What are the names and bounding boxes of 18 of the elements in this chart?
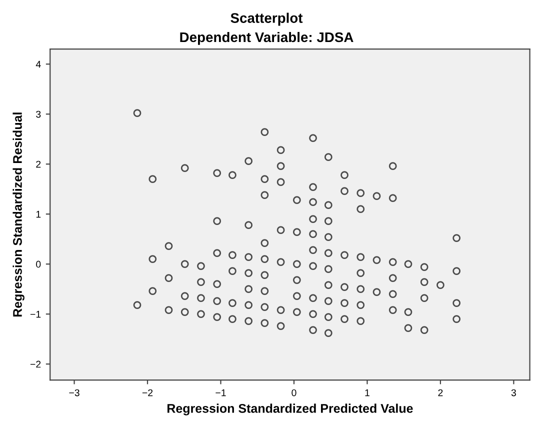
x-tick-label: 1: [365, 389, 370, 396]
chart-subtitle: Dependent Variable: JDSA: [180, 32, 354, 45]
y-tick-label: 4: [36, 60, 41, 68]
y-tick-label: −1: [30, 310, 41, 318]
y-tick-label: 0: [36, 260, 41, 268]
y-tick-label: −2: [30, 360, 41, 368]
x-tick-label: 2: [438, 389, 443, 396]
x-tick-label: −2: [142, 389, 153, 396]
y-tick-label: 2: [36, 160, 41, 168]
x-tick-label: −1: [216, 389, 226, 396]
x-axis-title: Regression Standardized Predicted Value: [167, 404, 413, 416]
y-tick-label: 1: [36, 210, 41, 218]
chart-title: Scatterplot: [230, 12, 303, 26]
x-tick-label: 0: [292, 389, 296, 396]
x-tick-label: −3: [69, 389, 80, 396]
x-tick-label: 3: [511, 389, 516, 396]
y-axis-title: Regression Standardized Residual: [12, 112, 24, 317]
y-tick-label: 3: [36, 110, 41, 118]
